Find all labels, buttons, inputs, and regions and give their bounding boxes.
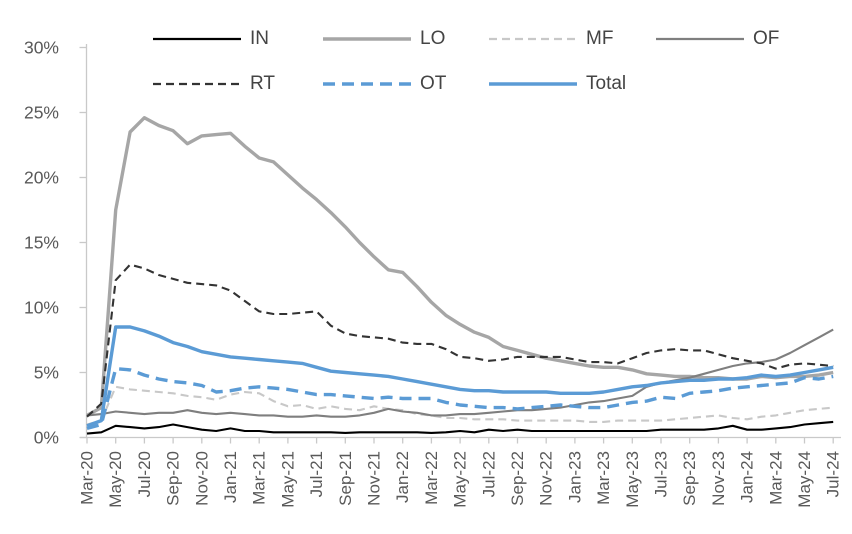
x-axis-label: Mar-24 [766,451,785,505]
legend-label: OT [420,73,447,94]
legend-label: OF [753,28,780,49]
x-axis-label: Sep-22 [508,451,527,506]
x-axis-label: Nov-20 [192,451,211,506]
x-axis-label: May-23 [623,451,642,508]
legend-line-swatch-rt [153,82,241,86]
legend-item-ot: OT [323,72,446,96]
x-axis-label: Jan-24 [738,451,757,503]
series-line-ot [86,366,834,431]
series-line-in [86,420,834,435]
series-line-total [86,325,834,428]
x-axis-label: Nov-23 [709,451,728,506]
legend-line-swatch-of [656,37,744,41]
x-axis-label: Mar-20 [78,451,97,505]
x-axis-label: May-22 [451,451,470,508]
legend-label: IN [250,28,269,49]
x-axis-label: Sep-23 [680,451,699,506]
x-axis-label: Jan-22 [393,451,412,503]
legend-line-swatch-lo [323,37,411,41]
x-axis-label: May-21 [278,451,297,508]
y-axis-label: 5% [34,363,59,383]
x-axis-label: Sep-21 [336,451,355,506]
legend-item-lo: LO [323,27,445,51]
legend-item-of: OF [656,27,779,51]
legend-item-mf: MF [489,27,613,51]
x-axis-label: Jul-22 [479,451,498,497]
legend-label: MF [586,28,614,49]
y-axis-label: 10% [24,298,59,318]
x-axis-label: Mar-22 [422,451,441,505]
x-axis-label: Jul-21 [307,451,326,497]
legend-label: Total [586,73,627,94]
x-axis-label: Mar-21 [250,451,269,505]
legend-line-swatch-mf [489,37,577,41]
series-line-of [86,328,834,418]
x-axis-label: Nov-21 [365,451,384,506]
legend-item-rt: RT [153,72,275,96]
legend-line-swatch-in [153,37,241,41]
legend-label: RT [250,73,275,94]
x-axis-label: Nov-22 [537,451,556,506]
x-axis-label: Jan-23 [565,451,584,503]
x-axis-label: Jul-20 [135,451,154,497]
y-axis-label: 15% [24,233,59,253]
x-axis-label: Sep-20 [164,451,183,506]
legend-line-swatch-ot [323,82,411,86]
x-axis-label: May-24 [795,451,814,508]
legend-item-total: Total [489,72,626,96]
x-axis-label: Jan-21 [221,451,240,503]
legend-label: LO [420,28,446,49]
x-axis-label: Jul-24 [824,451,843,497]
y-axis-label: 30% [24,38,59,58]
y-axis-label: 25% [24,103,59,123]
series-line-lo [86,115,834,417]
legend-line-swatch-total [489,82,577,86]
y-axis-label: 0% [34,428,59,448]
x-axis-label: Mar-23 [594,451,613,505]
series-line-mf [86,385,834,426]
y-axis-label: 20% [24,168,59,188]
legend-item-in: IN [153,27,269,51]
x-axis-label: Jul-23 [652,451,671,497]
series-line-rt [86,263,834,418]
x-axis-label: May-20 [106,451,125,508]
